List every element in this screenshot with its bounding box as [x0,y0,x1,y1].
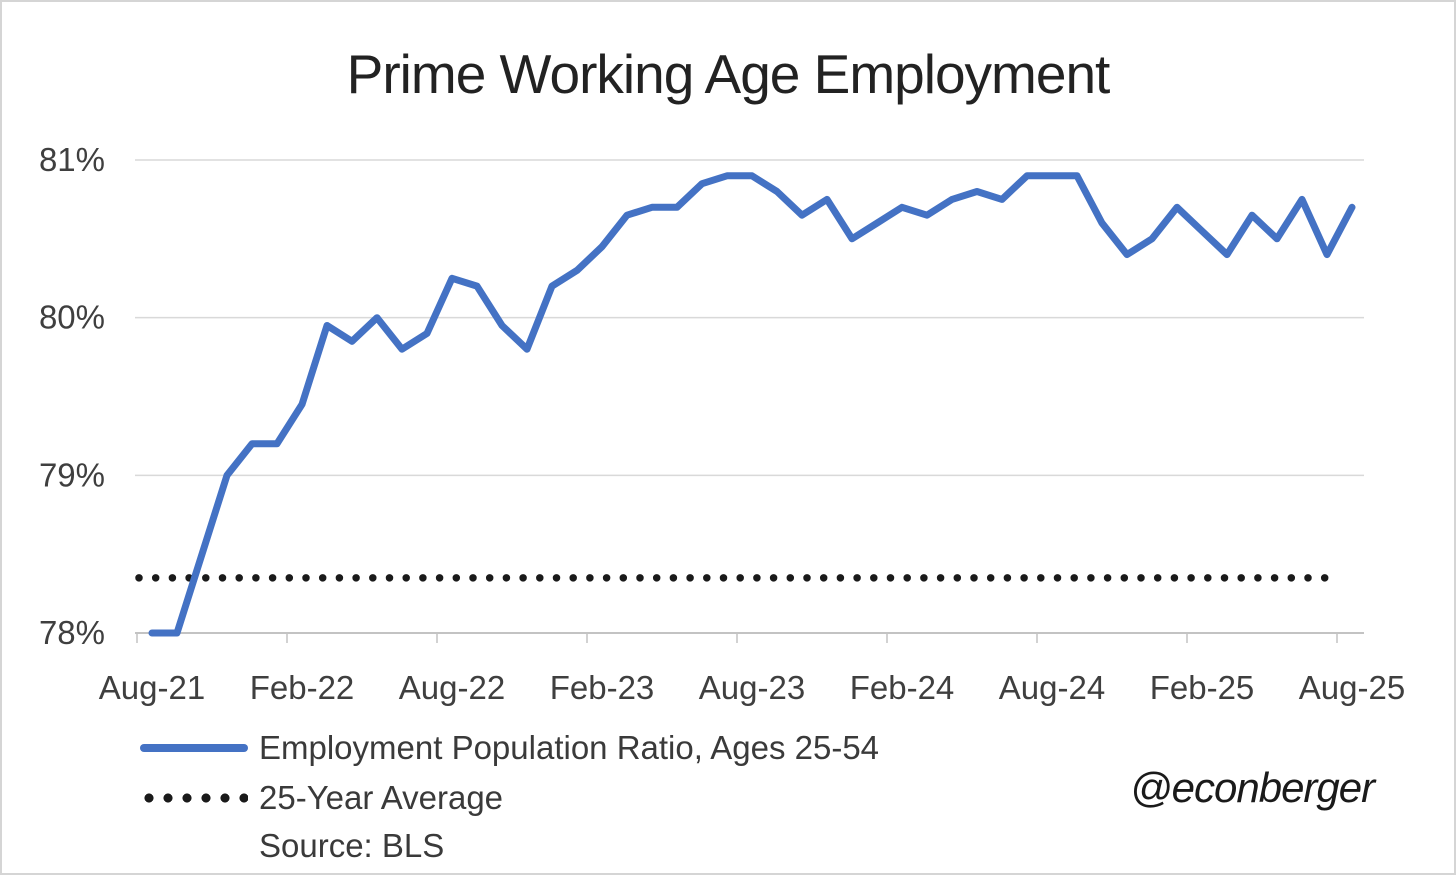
x-axis-tick-label: Feb-23 [550,669,655,706]
x-axis-tick-label: Feb-24 [850,669,955,706]
x-axis-tick-label: Aug-21 [99,669,205,706]
source-label: Source: BLS [259,827,445,864]
legend-item-average: 25-Year Average [140,778,503,818]
legend-label-employment-ratio: Employment Population Ratio, Ages 25-54 [259,729,880,766]
x-axis-tick-label: Aug-25 [1299,669,1405,706]
y-axis-tick-label: 79% [39,456,105,493]
source-row: Source: BLS [140,826,444,866]
x-axis-tick-label: Feb-25 [1150,669,1255,706]
x-axis-tick-label: Aug-24 [999,669,1105,706]
chart-title: Prime Working Age Employment [346,43,1111,105]
attribution-handle: @econberger [1130,764,1375,811]
legend-item-employment-ratio: Employment Population Ratio, Ages 25-54 [140,728,879,768]
legend-line-marker [140,744,248,752]
y-axis-tick-label: 81% [39,141,105,178]
x-axis-tick-label: Feb-22 [250,669,355,706]
x-axis-tick-label: Aug-23 [699,669,805,706]
employment-ratio-line [148,172,1356,637]
y-axis-tick-label: 80% [39,299,105,336]
x-axis-tick-label: Aug-22 [399,669,505,706]
y-axis-tick-label: 78% [39,614,105,651]
legend-label-average: 25-Year Average [259,779,504,816]
legend-dotted-marker [140,793,248,803]
